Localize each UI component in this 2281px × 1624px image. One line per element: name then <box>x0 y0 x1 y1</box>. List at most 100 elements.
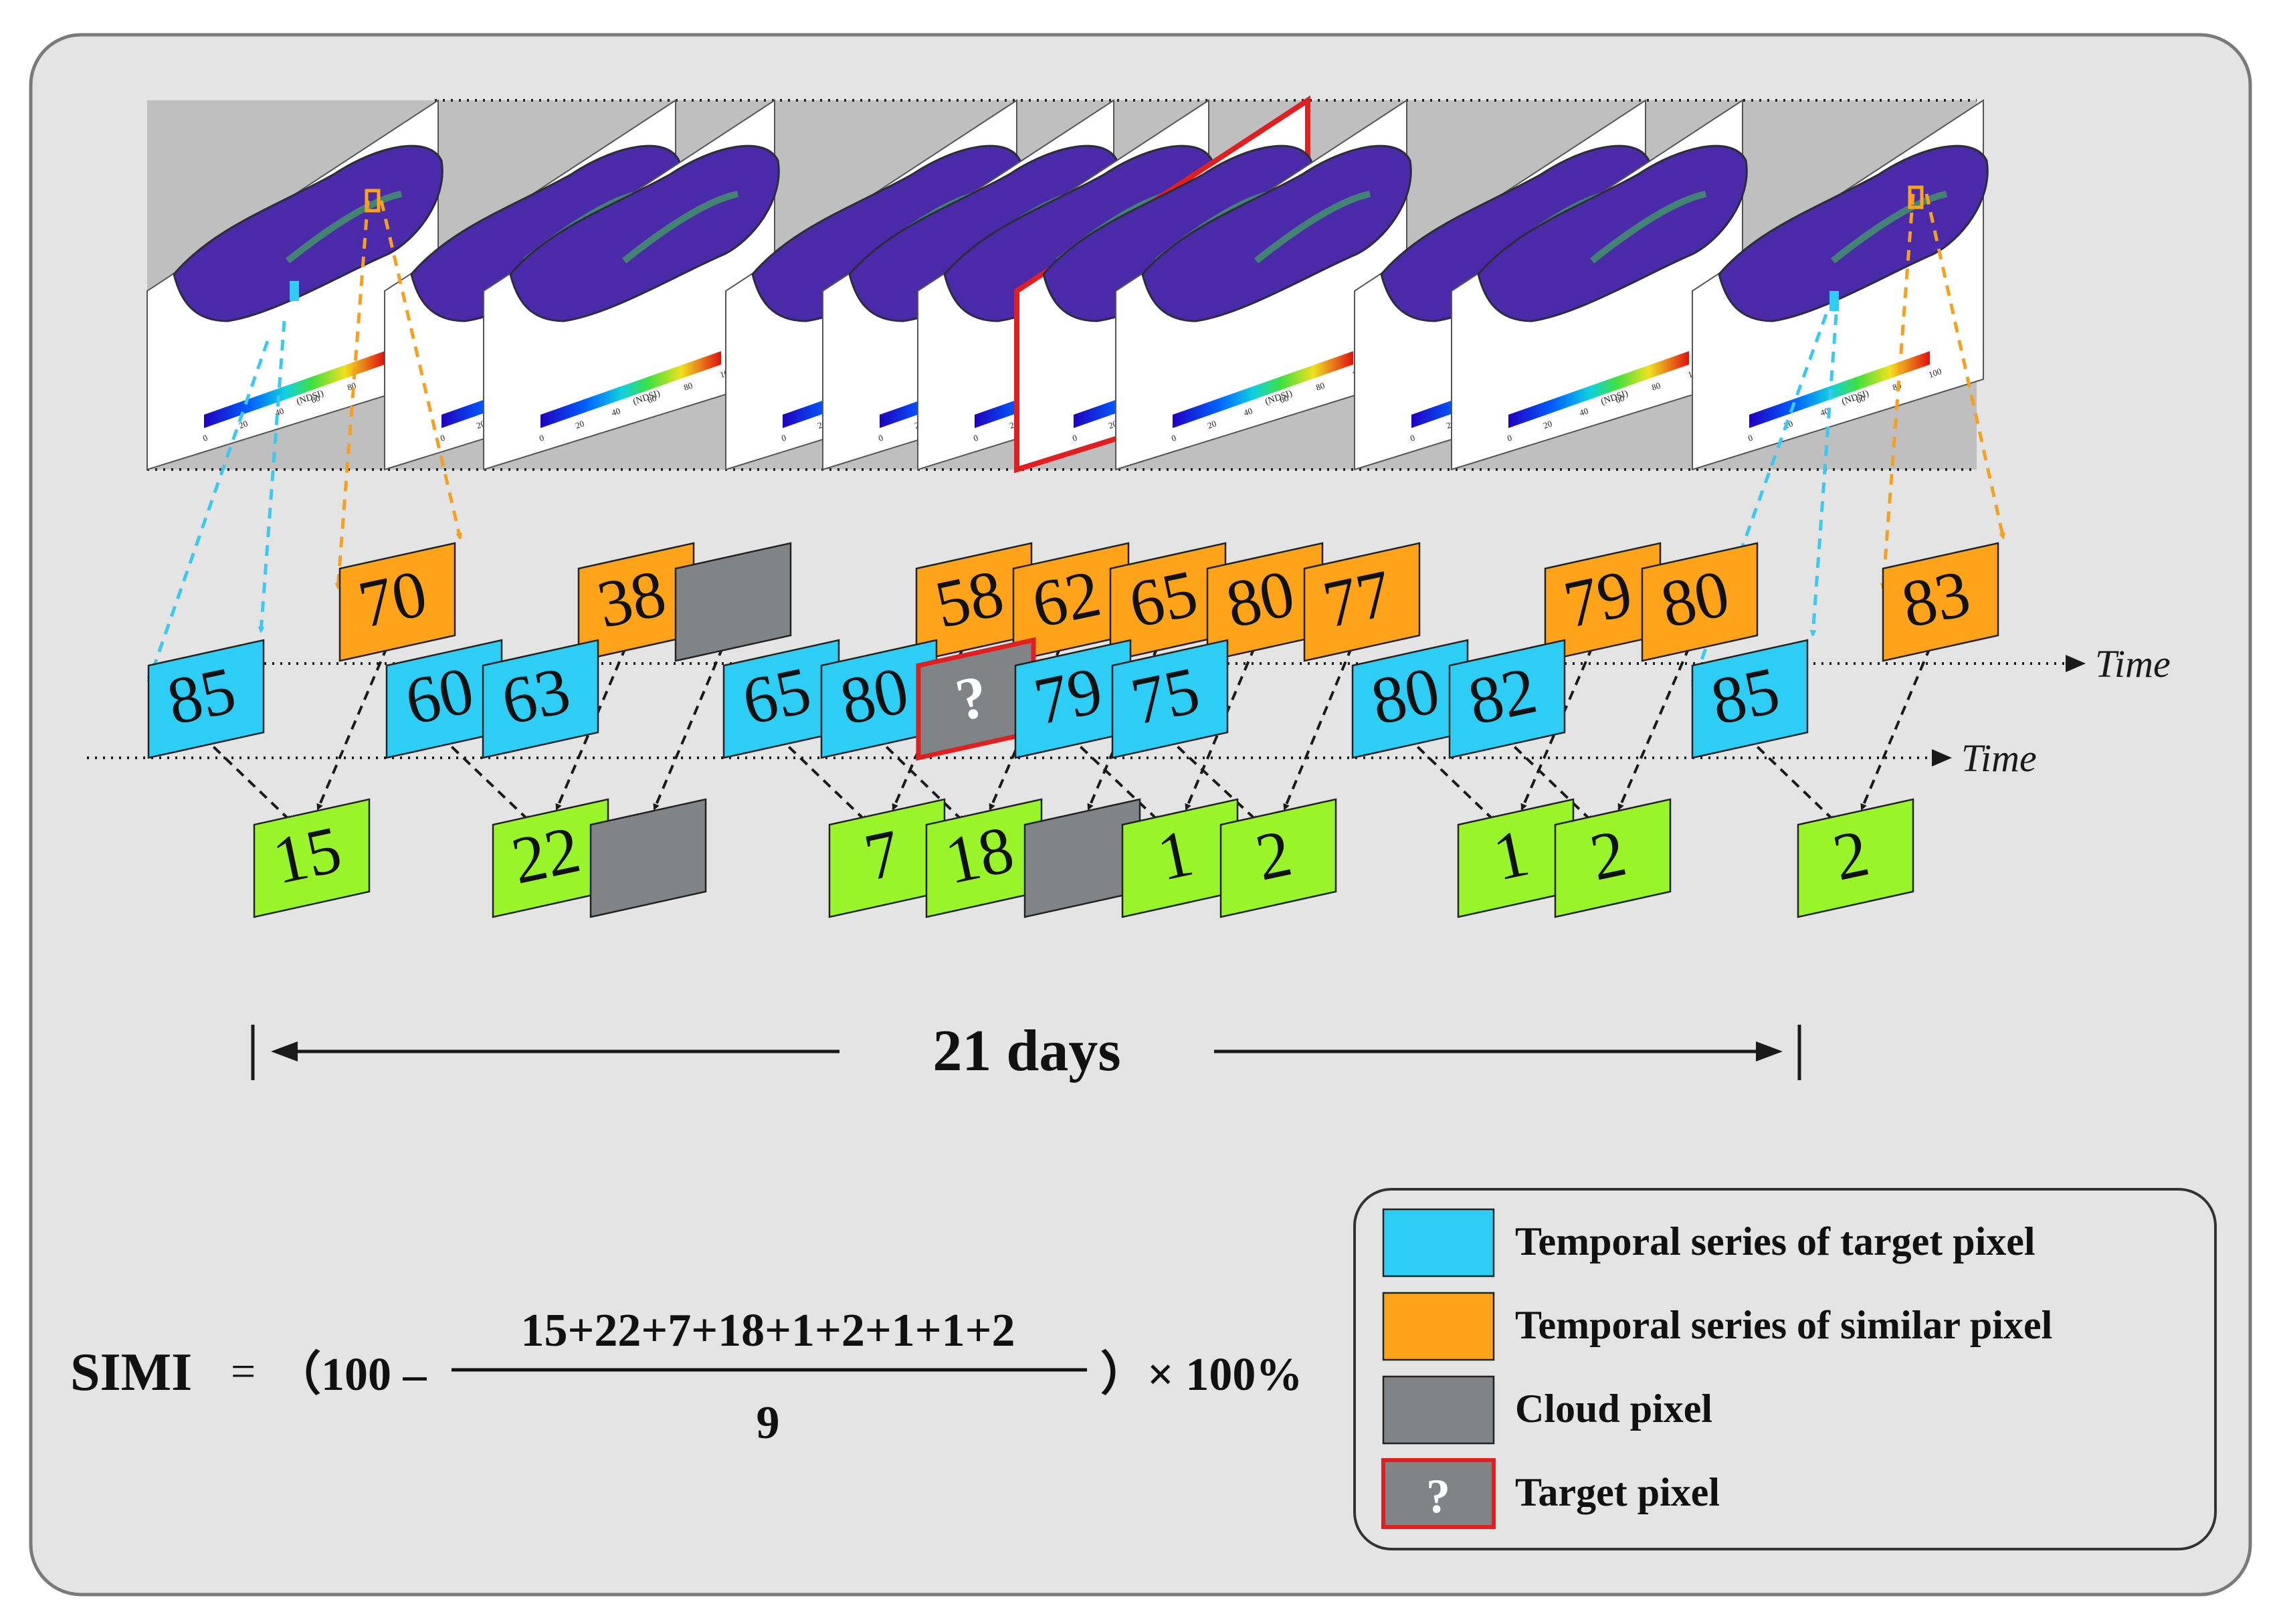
difference-tile: 15 <box>253 798 371 918</box>
colorbar-tick: 0 <box>201 433 209 443</box>
target-series-tile-value: 80 <box>834 653 915 739</box>
colorbar-tick: 80 <box>1314 380 1326 392</box>
colorbar-tick: 0 <box>1506 433 1513 443</box>
image-to-pixel-arrows <box>146 193 2006 687</box>
colorbar-tick: 80 <box>682 380 694 392</box>
similar-pixel-tile: 65 <box>1109 542 1227 662</box>
target-to-difference-arrow <box>874 734 965 823</box>
similar-pixel-tile-value: 80 <box>1655 556 1736 642</box>
colorbar-tick: 0 <box>1071 433 1078 443</box>
target-series-tile-value: 60 <box>399 653 480 739</box>
similar-pixel-tile: 80 <box>1641 542 1759 662</box>
legend-label: Temporal series of target pixel <box>1515 1219 2036 1263</box>
difference-arrows <box>201 631 1938 823</box>
ndsi-image-frame: (NDSI)020406080100 <box>1451 99 1748 471</box>
formula-numerator: 15+22+7+18+1+2+1+1+2 <box>520 1305 1015 1356</box>
ndsi-colorbar <box>1508 351 1689 428</box>
colorbar-tick: 20 <box>574 418 585 430</box>
target-series-tile-value: 65 <box>736 653 817 739</box>
similar-pixel-tile: 70 <box>338 542 456 662</box>
ndsi-image-frame: (NDSI)020406080100 <box>483 99 780 471</box>
similar-pixel-tile-value: 58 <box>929 556 1010 642</box>
target-series-tile-value: 63 <box>496 653 577 739</box>
legend-item-target: Temporal series of target pixel <box>1382 1208 2036 1278</box>
ndsi-vegetation-band <box>1589 191 1707 264</box>
ndsi-vegetation-band <box>1830 191 1948 264</box>
colorbar-tick: 20 <box>1542 418 1553 430</box>
target-series-tile: 80 <box>1351 639 1469 759</box>
legend-item-similar: Temporal series of similar pixel <box>1382 1292 2052 1361</box>
ndsi-vegetation-band <box>1254 191 1371 264</box>
difference-tile: 2 <box>1797 798 1914 918</box>
colorbar-tick: 0 <box>1170 433 1177 443</box>
similar-pixel-tile: 38 <box>577 542 695 662</box>
target-series-tile: 80 <box>820 639 938 759</box>
ndsi-colorbar <box>540 351 721 428</box>
ndsi-colorbar <box>204 351 385 428</box>
formula-open: （100 – <box>274 1348 427 1401</box>
similar-pixel-tile-value: 83 <box>1896 556 1977 642</box>
formula-lhs: SIMI <box>70 1343 192 1402</box>
similar-pixel-tile-value: 70 <box>353 556 433 642</box>
target-series-tile-value: 85 <box>161 653 242 739</box>
difference-tile-value: 18 <box>939 812 1020 898</box>
difference-tile-value: 22 <box>506 812 587 898</box>
ndsi-map <box>1477 144 1748 322</box>
cloud-tile <box>589 798 707 918</box>
legend-swatch <box>1382 1375 1495 1445</box>
similar-pixel-tile-value: 79 <box>1558 556 1639 642</box>
similar-pixel-tile-value: 80 <box>1220 556 1301 642</box>
legend-item-target-pixel: ? Target pixel <box>1381 1458 1720 1529</box>
target-to-difference-arrow <box>1502 734 1593 823</box>
colorbar-tick: 0 <box>972 433 979 443</box>
colorbar-tick: 0 <box>538 433 545 443</box>
ndsi-image-stack: (NDSI)020406080100(NDSI)020406080100(NDS… <box>146 95 1989 474</box>
colorbar-tick: 40 <box>1578 405 1589 417</box>
target-series-tile: 75 <box>1111 639 1229 759</box>
ndsi-map <box>1141 144 1412 322</box>
target-series-tile: 82 <box>1448 639 1566 759</box>
colorbar-tick: 0 <box>1409 433 1416 443</box>
colorbar-tick: 0 <box>877 433 884 443</box>
ndsi-map <box>509 144 780 322</box>
colorbar-tick: 60 <box>1855 393 1866 405</box>
target-series-tile-value: 82 <box>1462 653 1543 739</box>
target-to-difference-arrow <box>1745 734 1836 823</box>
target-series-tile-value: 85 <box>1705 653 1786 739</box>
target-series-tile-value: 75 <box>1125 653 1206 739</box>
target-to-difference-arrow <box>776 734 868 823</box>
difference-tile: 2 <box>1554 798 1672 918</box>
ndsi-vegetation-band <box>621 191 739 264</box>
colorbar-tick: 60 <box>310 393 321 405</box>
target-series-tile: 85 <box>1691 639 1809 759</box>
colorbar-tick: 60 <box>1278 393 1290 405</box>
similar-pixel-tile: 80 <box>1206 542 1324 662</box>
legend: Temporal series of target pixel Temporal … <box>1353 1188 2217 1550</box>
difference-tile: 2 <box>1219 798 1337 918</box>
colorbar-tick: 60 <box>646 393 658 405</box>
target-pixel-tile: ? <box>916 637 1036 761</box>
similar-pixel-tile: 77 <box>1303 542 1421 662</box>
legend-symbol: ? <box>1426 1469 1450 1523</box>
similar-location-marker <box>1908 185 1924 209</box>
target-to-difference-arrow <box>1068 734 1161 823</box>
target-series-tile-value: 80 <box>1365 653 1446 739</box>
formula-equals: = <box>231 1347 256 1396</box>
target-series-tile: 79 <box>1014 639 1132 759</box>
legend-label: Cloud pixel <box>1515 1387 1712 1431</box>
legend-item-cloud: Cloud pixel <box>1382 1375 1712 1445</box>
legend-label: Target pixel <box>1515 1470 1720 1514</box>
legend-label: Temporal series of similar pixel <box>1515 1303 2052 1347</box>
upper-time-label: Time <box>2095 642 2171 686</box>
target-series-tile: 63 <box>482 639 599 759</box>
lower-time-axis: Time <box>87 736 2037 780</box>
colorbar-tick: 0 <box>1747 433 1754 443</box>
legend-swatch <box>1381 1458 1496 1529</box>
target-location-marker <box>290 281 299 301</box>
difference-tile: 18 <box>925 798 1043 918</box>
similar-pixel-tile: 79 <box>1544 542 1662 662</box>
target-to-difference-arrow <box>439 734 531 823</box>
colorbar-tick: 60 <box>1614 393 1625 405</box>
